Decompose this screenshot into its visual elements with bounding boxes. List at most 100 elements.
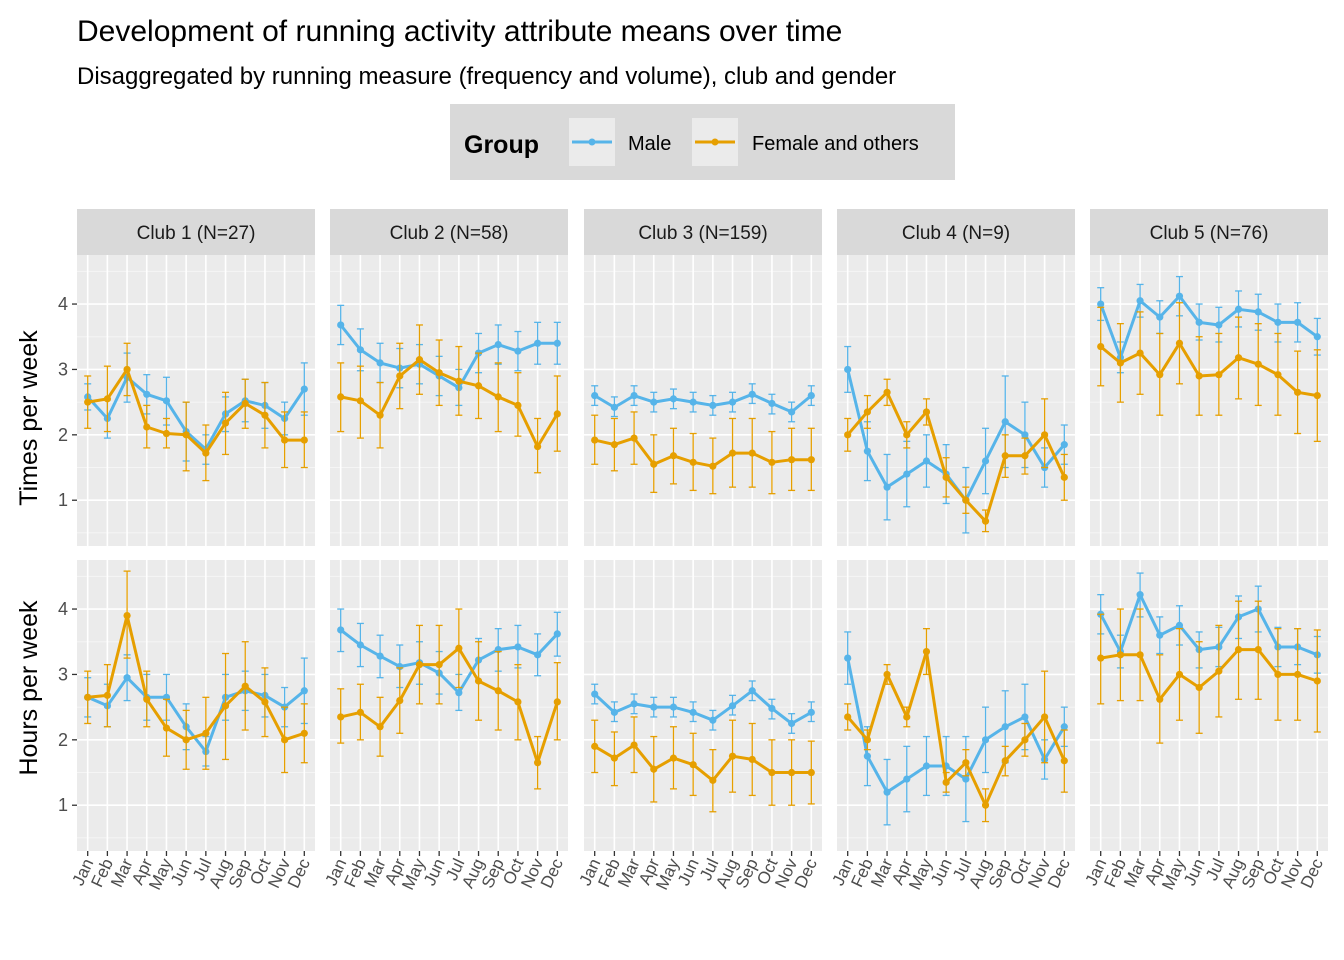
data-point bbox=[494, 340, 502, 349]
data-point bbox=[709, 716, 717, 724]
facet-strip bbox=[584, 209, 822, 255]
data-point bbox=[1060, 473, 1068, 481]
data-point bbox=[356, 708, 364, 716]
data-point bbox=[553, 410, 561, 418]
data-point bbox=[788, 768, 796, 777]
data-point bbox=[396, 372, 404, 380]
series-line bbox=[87, 676, 306, 754]
data-point bbox=[1060, 441, 1068, 449]
data-point bbox=[182, 736, 190, 744]
data-point bbox=[1097, 300, 1105, 308]
data-point bbox=[162, 397, 171, 405]
y-tick-label: 4 bbox=[58, 294, 68, 314]
data-point bbox=[337, 393, 345, 401]
data-point bbox=[1254, 308, 1262, 316]
data-point bbox=[162, 724, 171, 732]
data-point bbox=[337, 321, 345, 329]
legend-label-male: Male bbox=[628, 133, 671, 155]
facet-panel bbox=[837, 560, 1075, 851]
data-point bbox=[553, 698, 561, 706]
data-point bbox=[337, 626, 345, 634]
data-point bbox=[356, 641, 364, 649]
data-point bbox=[922, 762, 931, 770]
series-male bbox=[337, 608, 561, 712]
y-tick-label: 3 bbox=[58, 664, 68, 684]
data-point bbox=[844, 365, 852, 374]
facet-strip bbox=[1090, 209, 1328, 255]
facet-panel bbox=[330, 255, 568, 546]
series-female-and-others bbox=[844, 378, 1068, 533]
data-point bbox=[903, 431, 911, 439]
facet-panel bbox=[584, 560, 822, 851]
facet-panel bbox=[77, 560, 315, 851]
data-point bbox=[1313, 333, 1321, 341]
series-female-and-others bbox=[84, 342, 308, 482]
data-point bbox=[689, 761, 697, 769]
series-female-and-others bbox=[844, 628, 1068, 823]
data-point bbox=[728, 752, 737, 760]
data-point bbox=[610, 754, 618, 762]
data-point bbox=[788, 408, 796, 416]
data-point bbox=[863, 447, 871, 455]
data-point bbox=[103, 691, 111, 699]
data-point bbox=[415, 661, 424, 669]
data-point bbox=[1041, 431, 1049, 439]
data-point bbox=[1175, 670, 1184, 679]
data-point bbox=[1156, 631, 1164, 639]
facet-strip-label: Club 4 (N=9) bbox=[902, 223, 1010, 244]
data-point bbox=[1254, 645, 1262, 654]
series-female-and-others bbox=[1097, 600, 1321, 744]
facet-panel bbox=[584, 255, 822, 546]
series-line bbox=[340, 646, 559, 765]
data-point bbox=[1060, 757, 1068, 765]
data-point bbox=[84, 398, 92, 406]
legend-key-male-point bbox=[588, 138, 596, 146]
y-tick-label: 3 bbox=[58, 359, 68, 379]
series-male bbox=[591, 383, 815, 423]
data-point bbox=[922, 457, 931, 465]
data-point bbox=[514, 401, 522, 410]
data-point bbox=[1156, 371, 1164, 379]
data-point bbox=[669, 754, 678, 762]
data-point bbox=[1175, 339, 1184, 347]
data-point bbox=[415, 356, 424, 364]
data-point bbox=[1195, 372, 1203, 380]
data-point bbox=[1136, 349, 1144, 357]
data-point bbox=[591, 742, 599, 750]
data-point bbox=[356, 397, 364, 405]
data-point bbox=[883, 670, 891, 679]
legend-label-female: Female and others bbox=[752, 133, 919, 155]
series-female-and-others bbox=[591, 411, 815, 495]
data-point bbox=[1175, 621, 1184, 629]
data-point bbox=[1021, 431, 1029, 439]
data-point bbox=[534, 339, 542, 347]
data-point bbox=[981, 736, 990, 744]
data-point bbox=[748, 449, 756, 457]
data-point bbox=[1215, 667, 1223, 675]
data-point bbox=[883, 788, 891, 796]
data-point bbox=[1175, 292, 1184, 300]
data-point bbox=[1215, 321, 1223, 329]
data-point bbox=[1060, 723, 1068, 731]
data-point bbox=[768, 399, 776, 408]
panel-background bbox=[837, 560, 1075, 851]
data-point bbox=[728, 449, 737, 457]
data-point bbox=[610, 708, 618, 716]
series-line bbox=[87, 614, 305, 742]
data-point bbox=[709, 401, 717, 410]
data-point bbox=[807, 708, 815, 716]
data-point bbox=[162, 429, 171, 438]
data-point bbox=[1234, 305, 1243, 313]
x-tick-label: Dec bbox=[284, 855, 314, 891]
data-point bbox=[202, 729, 210, 737]
data-point bbox=[1274, 670, 1282, 679]
data-point bbox=[1001, 757, 1009, 765]
facet-panels: Club 1 (N=27) Club 2 (N=58) Club 3 (N=159)… bbox=[58, 209, 1328, 893]
data-point bbox=[903, 775, 911, 783]
data-point bbox=[942, 778, 950, 786]
data-point bbox=[728, 398, 737, 406]
data-point bbox=[261, 698, 269, 706]
y-tick-label: 1 bbox=[58, 490, 68, 510]
facet-strip bbox=[77, 209, 315, 255]
